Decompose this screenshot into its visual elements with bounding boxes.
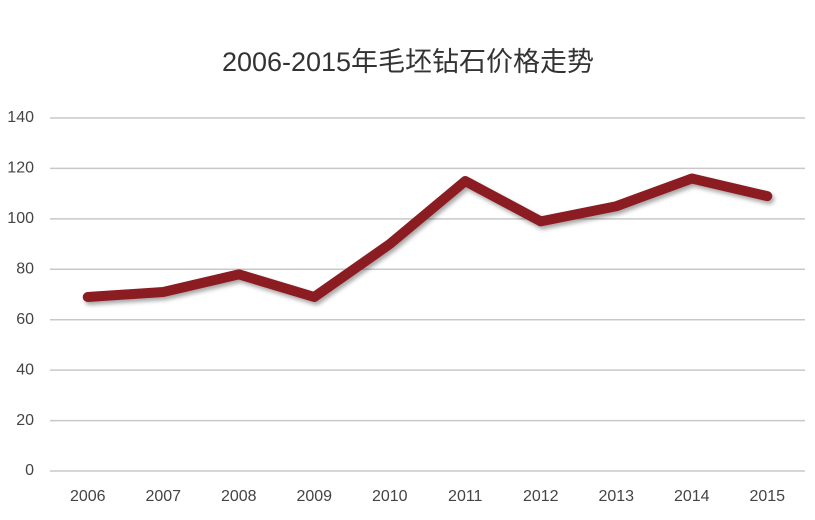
- x-tick-label: 2013: [598, 488, 634, 505]
- y-tick-label: 120: [7, 160, 34, 177]
- x-tick-label: 2008: [221, 488, 257, 505]
- y-tick-label: 140: [7, 109, 34, 126]
- y-tick-label: 60: [16, 311, 34, 328]
- y-tick-label: 40: [16, 361, 34, 378]
- y-tick-label: 80: [16, 261, 34, 278]
- y-tick-label: 0: [25, 462, 34, 479]
- x-tick-label: 2011: [448, 488, 483, 505]
- x-tick-label: 2014: [674, 488, 710, 505]
- x-tick-label: 2010: [372, 488, 408, 505]
- chart-title: 2006-2015年毛坯钻石价格走势: [222, 47, 594, 77]
- y-tick-label: 100: [7, 210, 34, 227]
- x-tick-label: 2009: [296, 488, 332, 505]
- x-tick-label: 2007: [145, 488, 181, 505]
- x-tick-label: 2012: [523, 488, 559, 505]
- data-line: [82, 173, 773, 303]
- y-tick-label: 20: [16, 412, 34, 429]
- x-tick-label: 2006: [70, 488, 106, 505]
- x-tick-label: 2015: [749, 488, 785, 505]
